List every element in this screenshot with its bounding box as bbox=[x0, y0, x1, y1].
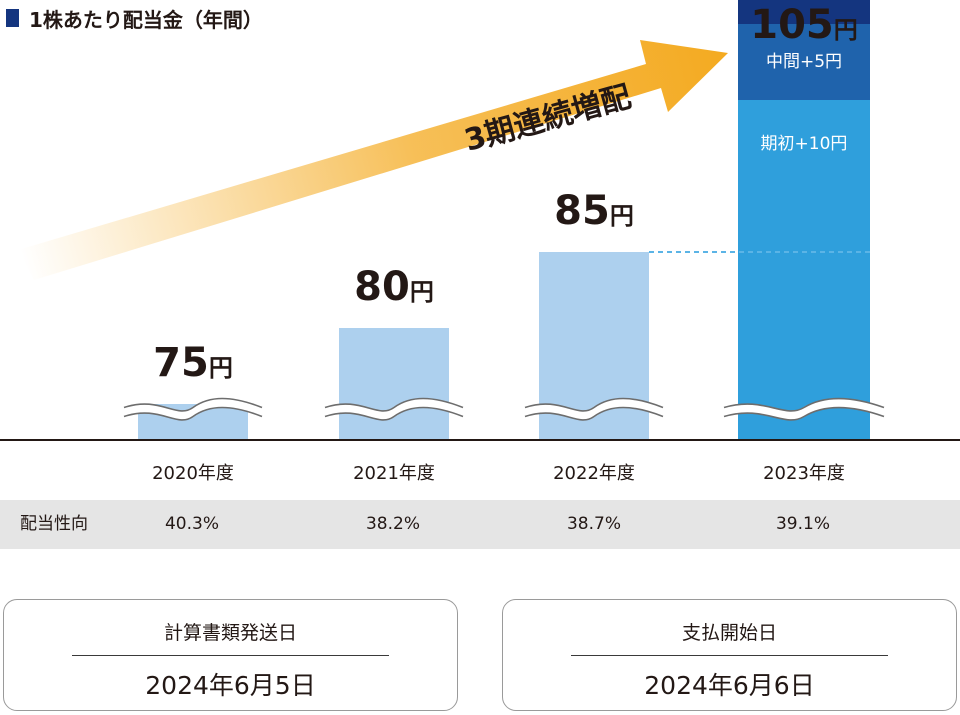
payout-ratio-label: 配当性向 bbox=[20, 514, 88, 534]
payout-ratio-2023: 39.1% bbox=[775, 514, 830, 534]
payout-ratio-2021: 38.2% bbox=[365, 514, 420, 534]
chart-title: 1株あたり配当金（年間） bbox=[29, 7, 263, 32]
category-label-2020年度: 2020年度 bbox=[152, 463, 234, 484]
category-label-2023年度: 2023年度 bbox=[763, 463, 845, 484]
bar-segment-2 bbox=[738, 0, 870, 24]
dividend-bar-chart: 3期連続増配 75円 2020年度 80円 2021年度 85円 2022年度 期初+10円… bbox=[0, 0, 960, 484]
axis-break-line bbox=[723, 406, 885, 421]
trend-arrow bbox=[18, 40, 728, 280]
bar-segment-1 bbox=[738, 24, 870, 100]
category-label-2022年度: 2022年度 bbox=[553, 463, 635, 484]
bar-2021年度 bbox=[339, 328, 449, 440]
payout-ratio-2022: 38.7% bbox=[566, 514, 621, 534]
value-label-2020年度: 75円 bbox=[153, 340, 233, 386]
axis-break-line bbox=[524, 397, 664, 412]
document-send-date-label: 計算書類発送日 bbox=[163, 622, 297, 644]
date-divider bbox=[72, 655, 389, 656]
axis-break-line bbox=[723, 397, 885, 412]
title-marker-icon bbox=[6, 9, 19, 27]
chart-title-row: 1株あたり配当金（年間） bbox=[6, 4, 263, 32]
value-label-2023年度: 105円 bbox=[750, 2, 858, 48]
segment-label-0: 期初+10円 bbox=[761, 134, 848, 154]
axis-break-icon bbox=[122, 398, 264, 420]
segment-label-1: 中間+5円 bbox=[766, 52, 842, 72]
value-label-2022年度: 85円 bbox=[554, 188, 634, 234]
axis-break-line bbox=[123, 406, 263, 421]
bar-segment-0 bbox=[738, 100, 870, 440]
payment-start-date-box: 支払開始日 2024年6月6日 bbox=[502, 599, 957, 711]
axis-break-line bbox=[324, 406, 464, 421]
axis-break-line bbox=[324, 397, 464, 412]
axis-break-icon bbox=[523, 398, 665, 420]
document-send-date-value: 2024年6月5日 bbox=[145, 671, 316, 700]
payment-start-date-label: 支払開始日 bbox=[681, 622, 777, 644]
category-label-2021年度: 2021年度 bbox=[353, 463, 435, 484]
axis-break-icon bbox=[722, 398, 886, 420]
axis-break-line bbox=[123, 397, 263, 412]
value-label-2021年度: 80円 bbox=[354, 264, 434, 310]
payment-start-date-value: 2024年6月6日 bbox=[644, 671, 815, 700]
document-send-date-box: 計算書類発送日 2024年6月5日 bbox=[3, 599, 458, 711]
axis-break-line bbox=[524, 406, 664, 421]
trend-label: 3期連続増配 bbox=[461, 79, 635, 158]
payout-ratio-2020: 40.3% bbox=[164, 514, 219, 534]
date-divider bbox=[571, 655, 888, 656]
payout-ratio-row: 配当性向 40.3% 38.2% 38.7% 39.1% bbox=[0, 500, 960, 549]
axis-break-icon bbox=[323, 398, 465, 420]
